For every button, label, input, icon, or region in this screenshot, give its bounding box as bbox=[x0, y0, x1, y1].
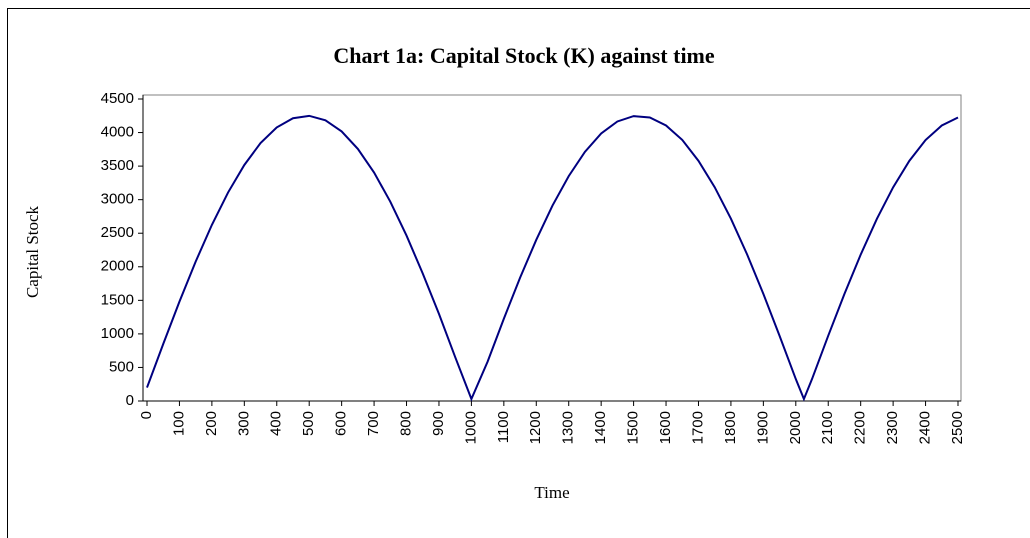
x-tick-label: 1900 bbox=[754, 411, 771, 444]
y-tick-label: 2000 bbox=[101, 258, 134, 275]
x-tick-label: 1700 bbox=[689, 411, 706, 444]
x-tick-label: 2100 bbox=[819, 411, 836, 444]
x-tick-label: 1600 bbox=[657, 411, 674, 444]
y-axis-label: Capital Stock bbox=[23, 205, 42, 298]
y-tick-label: 2500 bbox=[101, 224, 134, 241]
x-tick-label: 200 bbox=[203, 411, 220, 436]
x-tick-label: 1500 bbox=[625, 411, 642, 444]
x-tick-label: 2400 bbox=[917, 411, 934, 444]
chart-frame bbox=[7, 8, 1030, 538]
chart-title: Chart 1a: Capital Stock (K) against time bbox=[333, 43, 715, 68]
y-tick-label: 4000 bbox=[101, 124, 134, 141]
y-tick-label: 4500 bbox=[101, 90, 134, 107]
x-tick-label: 2000 bbox=[787, 411, 804, 444]
y-tick-label: 0 bbox=[126, 392, 134, 409]
x-tick-label: 500 bbox=[300, 411, 317, 436]
x-tick-label: 1800 bbox=[722, 411, 739, 444]
x-tick-label: 900 bbox=[430, 411, 447, 436]
x-tick-label: 400 bbox=[268, 411, 285, 436]
y-tick-label: 1500 bbox=[101, 291, 134, 308]
y-tick-label: 500 bbox=[109, 358, 134, 375]
x-tick-label: 2300 bbox=[884, 411, 901, 444]
x-tick-label: 1100 bbox=[495, 411, 512, 443]
y-tick-label: 1000 bbox=[101, 325, 134, 342]
x-tick-label: 1200 bbox=[527, 411, 544, 444]
x-tick-label: 700 bbox=[365, 411, 382, 436]
data-line bbox=[146, 114, 959, 402]
x-tick-label: 600 bbox=[333, 411, 350, 436]
y-tick-label: 3000 bbox=[101, 191, 134, 208]
x-axis-label: Time bbox=[534, 483, 569, 502]
x-tick-label: 0 bbox=[138, 411, 155, 419]
x-tick-label: 1000 bbox=[462, 411, 479, 444]
x-tick-label: 1300 bbox=[560, 411, 577, 444]
x-tick-label: 2200 bbox=[852, 411, 869, 444]
x-tick-label: 800 bbox=[397, 411, 414, 436]
x-tick-label: 2500 bbox=[949, 411, 966, 444]
x-tick-label: 300 bbox=[235, 411, 252, 436]
x-tick-label: 1400 bbox=[592, 411, 609, 444]
y-tick-label: 3500 bbox=[101, 157, 134, 174]
x-tick-label: 100 bbox=[170, 411, 187, 436]
